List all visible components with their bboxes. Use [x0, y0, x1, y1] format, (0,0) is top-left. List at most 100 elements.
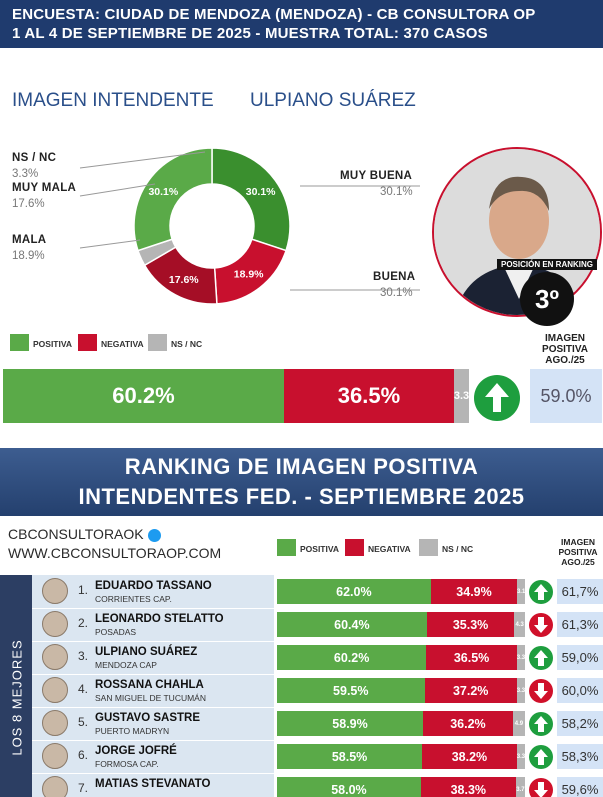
bar-negativa: 36.2%	[423, 711, 513, 736]
intendente-name: ULPIANO SUÁREZ	[95, 646, 198, 658]
label-nsnc: NS / NC	[12, 152, 57, 164]
intendente-photo	[432, 147, 602, 317]
arrow-down-icon	[529, 778, 553, 797]
bar-positiva: 58.5%	[277, 744, 423, 769]
ranking-row: 2. LEONARDO STELATTO POSADAS 60.4% 35.3% 4.3 6…	[0, 608, 603, 641]
rank-legend-negativa: NEGATIVA	[368, 544, 411, 554]
leader-line-1	[79, 183, 156, 197]
intendente-name: EDUARDO TASSANO	[95, 580, 212, 592]
bar-nsnc: 3.3	[517, 645, 525, 670]
ranking-header: RANKING DE IMAGEN POSITIVA INTENDENTES F…	[0, 448, 603, 516]
avatar	[42, 644, 68, 670]
rank-number: 4.	[78, 682, 89, 696]
rank-legend-positiva: POSITIVA	[300, 544, 340, 554]
summary-nsnc: 3.3	[454, 369, 469, 423]
bar-negativa: 36.5%	[426, 645, 517, 670]
prev-image-value: 58,3%	[557, 744, 603, 769]
intendente-city: CORRIENTES CAP.	[95, 594, 172, 604]
legend-positiva: POSITIVA	[33, 339, 73, 349]
rank-legend-nsnc-swatch	[419, 539, 438, 556]
bar-negativa: 35.3%	[426, 612, 515, 637]
ranking-title-2: INTENDENTES FED. - SEPTIEMBRE 2025	[78, 484, 525, 509]
rank-legend-positiva-swatch	[277, 539, 296, 556]
survey-header-line1: ENCUESTA: CIUDAD DE MENDOZA (MENDOZA) - …	[12, 6, 536, 23]
arrow-up-icon	[529, 580, 553, 604]
legend-positiva-swatch	[10, 334, 29, 351]
row-divider	[32, 608, 603, 609]
rank-number: 6.	[78, 748, 89, 762]
bar-nsnc: 3.3	[517, 744, 525, 769]
brand-handle: CBCONSULTORAOK	[8, 526, 161, 542]
arrow-down-icon	[529, 613, 553, 637]
row-divider	[32, 641, 603, 642]
donut-group: 30.1% 18.9% 17.6% 30.1%	[133, 147, 291, 305]
label-mala: MALA	[12, 234, 47, 246]
bar-nsnc: 4.9	[512, 711, 525, 736]
brand-website: WWW.CBCONSULTORAOP.COM	[8, 545, 222, 561]
intendente-city: POSADAS	[95, 627, 137, 637]
avatar	[42, 578, 68, 604]
rank-legend-negativa-swatch	[345, 539, 364, 556]
avatar	[42, 710, 68, 736]
arrow-up-icon	[529, 712, 553, 736]
row-divider	[32, 707, 603, 708]
label-muy-buena: MUY BUENA	[340, 170, 413, 182]
bar-negativa: 34.9%	[430, 579, 518, 604]
rank-number: 1.	[78, 583, 89, 597]
bar-positiva: 59.5%	[277, 678, 425, 703]
bar-nsnc: 4.3	[514, 612, 525, 637]
row-divider	[32, 740, 603, 741]
ranking-names-column	[32, 575, 274, 797]
summary-negativa: 36.5%	[284, 369, 454, 423]
prev-image-header: IMAGEN POSITIVA AGO./25	[542, 333, 588, 366]
ranking-row: 4. ROSSANA CHAHLA SAN MIGUEL DE TUCUMÁN 59.…	[0, 674, 603, 707]
label-muy-mala: MUY MALA	[12, 182, 77, 194]
value-mala: 18.9%	[12, 250, 45, 262]
ranking-table: 1. EDUARDO TASSANO CORRIENTES CAP. 62.0% 34.…	[0, 575, 603, 797]
value-buena: 30.1%	[380, 287, 413, 299]
avatar	[42, 776, 68, 797]
prev-image-value: 59,0%	[557, 645, 603, 670]
summary-bar: 60.2% 36.5% 3.3	[3, 369, 469, 423]
rank-caption: POSICIÓN EN RANKING	[497, 259, 598, 270]
intendente-name: ULPIANO SUÁREZ	[250, 90, 416, 111]
ranking-row: 6. JORGE JOFRÉ FORMOSA CAP. 58.5% 38.2% 3.3 58…	[0, 740, 603, 773]
bar-nsnc: 3.7	[515, 777, 525, 797]
row-divider	[32, 773, 603, 774]
ranking-title-1: RANKING DE IMAGEN POSITIVA	[124, 454, 479, 479]
rank-prev-header: IMAGEN POSITIVA AGO./25	[558, 537, 598, 567]
donut-label-4: 30.1%	[148, 186, 178, 198]
leader-line-0	[79, 151, 206, 169]
verified-icon	[147, 528, 161, 542]
donut-chart: 30.1% 18.9% 17.6% 30.1%	[79, 147, 420, 305]
intendente-name: MATIAS STEVANATO	[95, 778, 211, 790]
value-muy-buena: 30.1%	[380, 186, 413, 198]
bar-positiva: 60.2%	[277, 645, 427, 670]
survey-header: ENCUESTA: CIUDAD DE MENDOZA (MENDOZA) - …	[0, 0, 603, 48]
avatar	[42, 611, 68, 637]
leader-line-2	[79, 239, 141, 249]
donut-slice-muy-buena	[211, 147, 291, 252]
rank-legend-nsnc: NS / NC	[442, 544, 474, 554]
legend-negativa: NEGATIVA	[101, 339, 144, 349]
arrow-up-icon	[529, 745, 553, 769]
ranking-row: 7. MATIAS STEVANATO 58.0% 38.3% 3.7 59,6%	[0, 773, 603, 797]
prev-image-value: 59,6%	[557, 777, 603, 797]
bar-negativa: 37.2%	[424, 678, 517, 703]
bar-nsnc: 3.3	[517, 678, 525, 703]
ranking-row: 1. EDUARDO TASSANO CORRIENTES CAP. 62.0% 34.…	[0, 575, 603, 608]
rank-number: 5.	[78, 715, 89, 729]
intendente-city: MENDOZA CAP	[95, 660, 157, 670]
survey-header-line2: 1 AL 4 DE SEPTIEMBRE DE 2025 - MUESTRA T…	[12, 25, 488, 42]
value-nsnc: 3.3%	[12, 168, 39, 180]
intendente-name: LEONARDO STELATTO	[95, 613, 224, 625]
bar-negativa: 38.3%	[420, 777, 516, 797]
donut-label-1: 18.9%	[234, 269, 264, 281]
ranking-side-band	[0, 575, 32, 797]
prev-image-value: 59.0%	[530, 369, 602, 423]
arrow-down-icon	[529, 679, 553, 703]
donut-label-0: 30.1%	[246, 186, 276, 198]
rank-number: 3.	[78, 649, 89, 663]
bar-positiva: 58.0%	[277, 777, 421, 797]
ranking-row: 3. ULPIANO SUÁREZ MENDOZA CAP 60.2% 36.5% 3.3…	[0, 641, 603, 674]
